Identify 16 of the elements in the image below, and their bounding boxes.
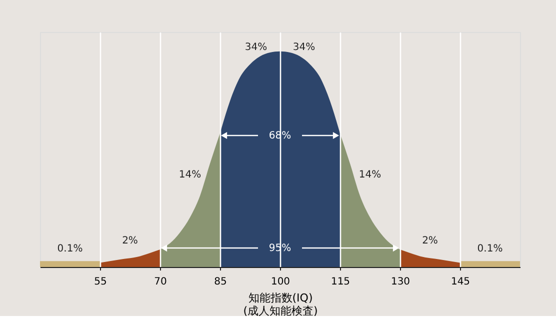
annotation: 2% (122, 235, 138, 246)
x-tick-label: 55 (94, 276, 107, 288)
x-tick-label: 115 (330, 276, 350, 288)
annotation: 0.1% (477, 243, 503, 254)
x-tick-label: 145 (450, 276, 470, 288)
annotation: 0.1% (57, 243, 83, 254)
annotation: 14% (178, 169, 202, 180)
x-axis-title: 知能指数(IQ) (成人知能検査) (243, 292, 318, 318)
x-tick-label: 70 (154, 276, 167, 288)
annotation: 34% (244, 42, 268, 54)
x-tick-label: 100 (270, 276, 290, 288)
annotation: 2% (422, 235, 438, 246)
annotation: 34% (292, 42, 316, 54)
x-tick-label: 85 (214, 276, 227, 288)
annotation: 14% (358, 169, 382, 180)
x-tick-label: 130 (390, 276, 410, 288)
